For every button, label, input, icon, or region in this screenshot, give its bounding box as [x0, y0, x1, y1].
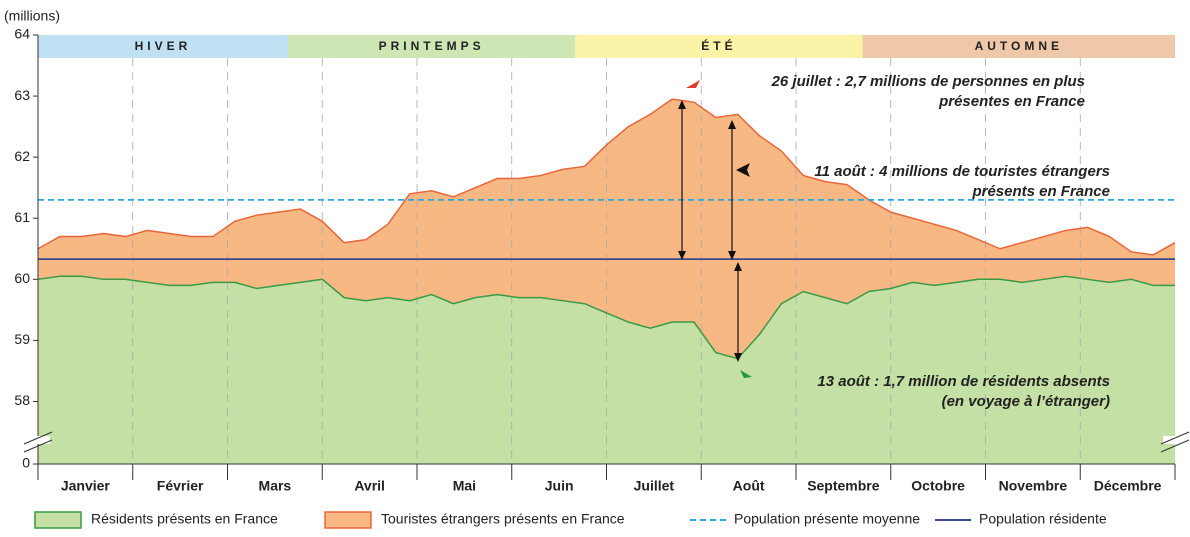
axis-break-gap: [26, 436, 50, 444]
legend-label: Population résidente: [979, 511, 1107, 527]
legend-label: Touristes étrangers présents en France: [381, 511, 625, 527]
x-tick-label: Avril: [354, 478, 385, 494]
axis-break: [1160, 439, 1190, 453]
season-label: PRINTEMPS: [379, 39, 485, 53]
y-tick-label: 59: [14, 331, 30, 347]
annotation: présents en France: [971, 183, 1110, 200]
y-tick-label: 61: [14, 209, 30, 225]
season-band: [287, 35, 576, 58]
season-band: [38, 35, 288, 58]
axis-break: [1160, 431, 1190, 445]
legend-label: Résidents présents en France: [91, 511, 278, 527]
area-edge: [37, 98, 1176, 256]
x-tick-label: Août: [733, 478, 765, 494]
x-tick-label: Janvier: [61, 478, 111, 494]
y-tick-label: 60: [14, 270, 30, 286]
area-edge: [37, 275, 1175, 360]
annotation: 26 juillet : 2,7 millions de personnes e…: [771, 73, 1085, 90]
axis-break-gap: [1163, 436, 1187, 444]
x-tick-label: Décembre: [1094, 478, 1162, 494]
annotation: 13 août : 1,7 million de résidents absen…: [817, 373, 1110, 390]
season-band: [575, 35, 863, 58]
annotation: (en voyage à l’étranger): [942, 393, 1110, 410]
y-unit-label: (millions): [4, 8, 60, 24]
y-tick-label: 62: [14, 148, 30, 164]
season-band: [862, 35, 1175, 58]
x-tick-label: Juillet: [634, 478, 675, 494]
x-tick-label: Mai: [453, 478, 476, 494]
legend-swatch: [34, 511, 82, 529]
y-tick-label: 0: [22, 455, 30, 471]
x-tick-label: Septembre: [807, 478, 880, 494]
season-label: AUTOMNE: [975, 39, 1063, 53]
x-tick-label: Novembre: [999, 478, 1068, 494]
x-tick-label: Octobre: [911, 478, 965, 494]
x-tick-label: Mars: [259, 478, 292, 494]
overlay: [678, 80, 752, 378]
plot: HIVER PRINTEMPS ÉTÉ AUTOMNE 0 58 59 60 61 62 63 64 J…: [14, 26, 1190, 529]
pointer: [736, 163, 750, 177]
axis-break: [23, 439, 53, 453]
pointer: [740, 370, 752, 378]
annotation: présentes en France: [938, 93, 1085, 110]
x-tick-label: Février: [157, 478, 204, 494]
axis-break: [23, 431, 53, 445]
season-label: ÉTÉ: [701, 38, 736, 53]
season-label: HIVER: [135, 39, 192, 53]
x-tick-label: Juin: [545, 478, 574, 494]
y-tick-label: 64: [14, 26, 30, 42]
y-tick-label: 58: [14, 392, 30, 408]
y-tick-label: 63: [14, 87, 30, 103]
legend-swatch: [324, 511, 372, 529]
pointer: [686, 80, 700, 88]
annotation: 11 août : 4 millions de touristes étrang…: [814, 163, 1110, 180]
legend-label: Population présente moyenne: [734, 511, 920, 527]
